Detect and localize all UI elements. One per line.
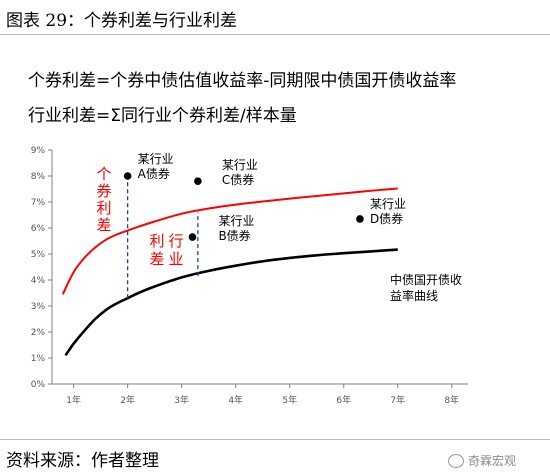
individual-spread-annotation: 差 [96, 216, 111, 234]
bond-label-line2: A债券 [138, 166, 170, 181]
formula-individual-spread: 个券利差=个券中债估值收益率-同期限中债国开债收益率 [28, 71, 457, 91]
y-tick-label: 8% [31, 172, 46, 182]
industry-spread-annotation: 利 [149, 232, 164, 250]
y-tick-label: 4% [31, 276, 46, 286]
industry-spread-curve [61, 187, 398, 295]
y-tick-label: 0% [31, 380, 46, 390]
bond-point [194, 177, 202, 185]
curve-label-line1: 中债国开债收 [390, 272, 462, 287]
industry-spread-annotation: 差 [149, 250, 164, 268]
y-tick-label: 5% [31, 250, 46, 260]
individual-spread-annotation: 个 [96, 165, 111, 183]
x-tick-label: 8年 [444, 394, 459, 406]
watermark: 奇霖宏观 [448, 452, 516, 469]
individual-spread-annotation: 券 [96, 182, 111, 200]
y-tick-label: 9% [31, 146, 46, 156]
individual-spread-annotation: 利 [96, 199, 111, 217]
y-tick-label: 2% [31, 328, 46, 338]
watermark-text: 奇霖宏观 [468, 454, 517, 468]
curve-label-line2: 益率曲线 [390, 288, 438, 303]
bond-label-line1: 某行业 [370, 197, 406, 211]
bond-point [356, 215, 364, 223]
y-tick-label: 1% [31, 354, 46, 364]
bond-point [188, 233, 197, 241]
x-tick-label: 7年 [390, 394, 405, 406]
formula-industry-spread: 行业利差=Σ同行业个券利差/样本量 [28, 106, 297, 126]
wechat-logo-icon [448, 453, 464, 468]
x-tick-label: 3年 [174, 394, 189, 406]
industry-spread-annotation: 行 [168, 232, 183, 250]
x-tick-label: 6年 [336, 394, 351, 406]
x-tick-label: 1年 [66, 394, 81, 406]
x-tick-label: 5年 [282, 394, 297, 406]
source-divider [0, 439, 550, 440]
cdb-yield-curve [64, 248, 398, 357]
bond-label-line2: C债券 [222, 172, 254, 187]
title-divider [0, 34, 550, 35]
source-note: 资料来源：作者整理 [6, 451, 159, 471]
bond-label-line1: 某行业 [222, 158, 258, 172]
bond-point [123, 172, 132, 180]
x-tick-label: 2年 [120, 394, 135, 406]
y-tick-label: 3% [31, 302, 46, 312]
figure-title: 图表 29：个券利差与行业利差 [6, 11, 238, 31]
bond-label-line2: D债券 [370, 211, 403, 226]
bond-label-line1: 某行业 [218, 214, 254, 228]
x-tick-label: 4年 [228, 394, 243, 406]
bond-label-line1: 某行业 [138, 152, 174, 166]
industry-spread-annotation: 业 [168, 250, 183, 268]
bond-label-line2: B债券 [218, 228, 250, 243]
y-tick-label: 7% [31, 198, 46, 208]
y-tick-label: 6% [31, 224, 46, 234]
